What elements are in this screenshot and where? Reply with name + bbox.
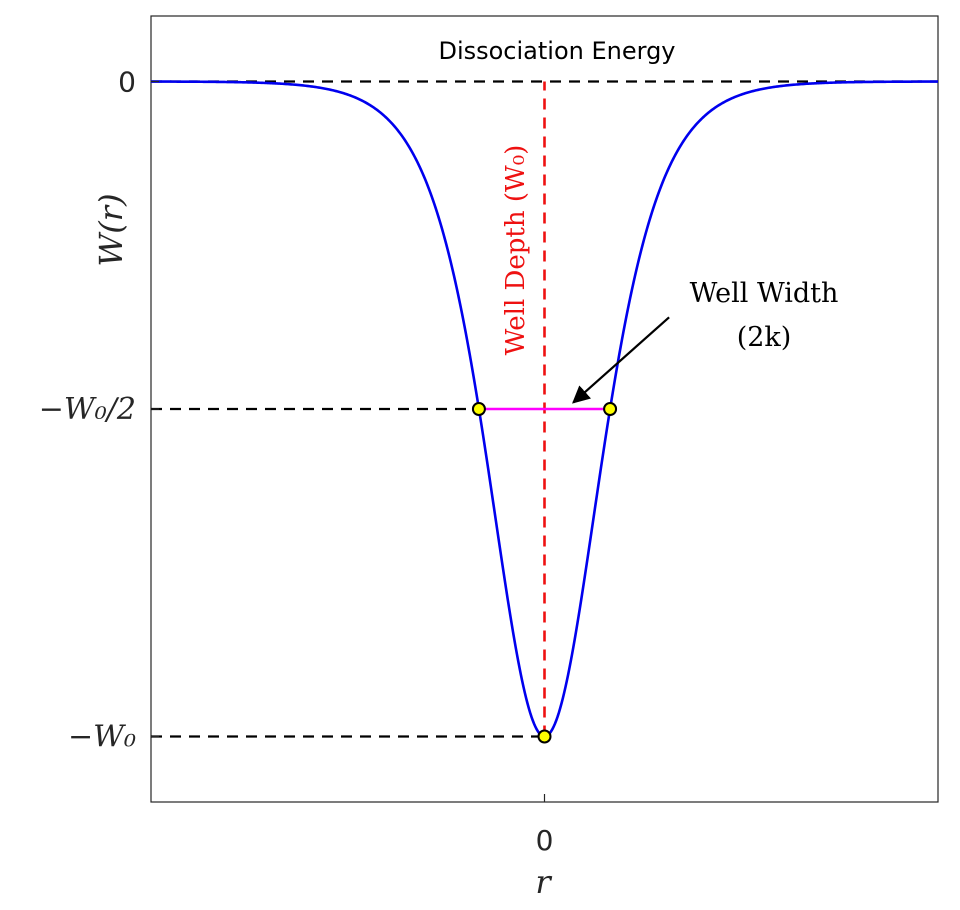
- y-tick-label-1: −W₀/2: [39, 392, 136, 427]
- well-width-label: Well Width: [690, 278, 839, 309]
- y-tick-label-2: −W₀: [68, 720, 136, 755]
- ticks-layer: 0 −W₀/2 −W₀ 0: [39, 66, 554, 858]
- well-depth-label: Well Depth (W₀): [501, 145, 531, 356]
- data-marker-2: [537, 729, 552, 744]
- data-marker-1: [603, 402, 618, 416]
- x-tick-label-0: 0: [536, 824, 554, 857]
- marker-layer: [471, 402, 618, 744]
- y-axis-label: W(r): [92, 193, 130, 266]
- well-width-arrow: [572, 316, 670, 404]
- x-axis-label: r: [535, 863, 552, 901]
- y-tick-label-0: 0: [118, 66, 136, 99]
- data-marker-0: [471, 402, 486, 416]
- dissociation-energy-label: Dissociation Energy: [438, 37, 675, 65]
- well-width-symbol: (2k): [737, 322, 792, 353]
